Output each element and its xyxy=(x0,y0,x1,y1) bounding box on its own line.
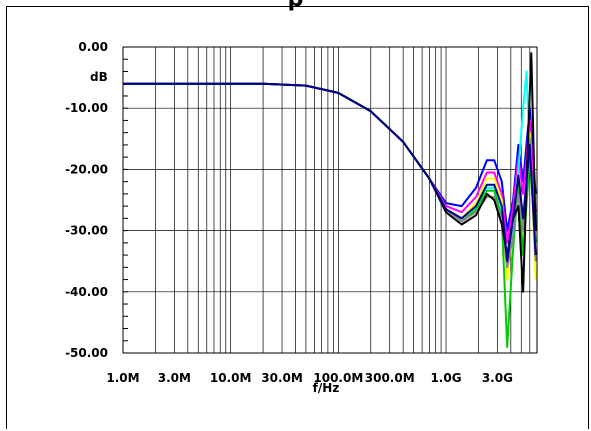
x-tick-label: 3.0G xyxy=(482,371,513,385)
y-ticks: 0.00 -10.00 -20.00 -30.00 -40.00 -50.00 xyxy=(65,40,108,360)
y-tick-label: -10.00 xyxy=(65,101,108,115)
y-axis-label: dB xyxy=(90,70,108,84)
series-line-2 xyxy=(123,82,537,244)
series-line-5 xyxy=(123,82,537,348)
series-line-3 xyxy=(123,82,537,281)
x-tick-label: 30.0M xyxy=(261,371,303,385)
y-tick-label: -30.00 xyxy=(65,224,108,238)
series-line-7 xyxy=(123,52,537,293)
y-tick-label: -40.00 xyxy=(65,285,108,299)
x-tick-label: 100.0M xyxy=(313,371,363,385)
series-group xyxy=(123,52,537,348)
grid xyxy=(123,46,537,354)
series-line-6 xyxy=(123,82,537,269)
x-tick-label: 1.0M xyxy=(106,371,139,385)
x-ticks: 1.0M 3.0M 10.0M 30.0M 100.0M 300.0M 1.0G 3.0G xyxy=(106,371,513,385)
plot-frame xyxy=(6,6,589,429)
x-tick-label: 3.0M xyxy=(158,371,191,385)
plot-area xyxy=(122,46,538,354)
series-line-8 xyxy=(123,82,537,263)
x-axis-label: f/Hz xyxy=(313,381,340,395)
x-tick-label: 300.0M xyxy=(365,371,415,385)
y-tick-label: -20.00 xyxy=(65,162,108,176)
x-tick-label: 1.0G xyxy=(430,371,461,385)
x-tick-label: 10.0M xyxy=(210,371,252,385)
y-tick-label: 0.00 xyxy=(78,40,108,54)
y-tick-label: -50.00 xyxy=(65,346,108,360)
chart-title: p xyxy=(0,0,591,12)
